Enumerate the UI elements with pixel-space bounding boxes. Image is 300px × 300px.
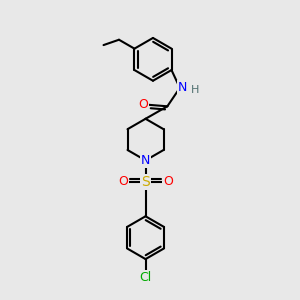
Text: H: H — [190, 85, 199, 95]
Text: S: S — [141, 175, 150, 189]
Text: O: O — [138, 98, 148, 111]
Text: O: O — [118, 175, 128, 188]
Text: N: N — [178, 81, 188, 94]
Text: O: O — [163, 175, 173, 188]
Text: N: N — [141, 154, 150, 167]
Text: Cl: Cl — [140, 271, 152, 284]
